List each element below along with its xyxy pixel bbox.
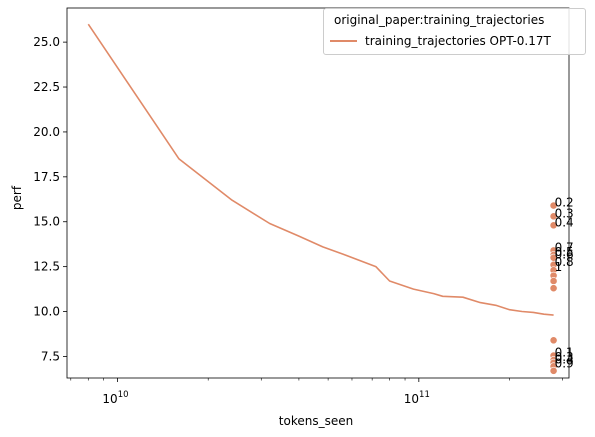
series-line [87,23,554,316]
scatter-point [549,284,558,293]
point-label: 1 [555,260,563,274]
scatter-point [549,201,558,210]
axes-frame [66,7,570,379]
y-tick-label: 7.5 [41,349,60,363]
legend-swatch [330,40,357,42]
x-tick-label: 1010 [102,390,128,406]
y-tick-label: 17.5 [33,170,60,184]
plot-background [67,8,569,378]
y-tick-label: 20.0 [33,125,60,139]
legend-title: original_paper:training_trajectories [334,13,545,27]
scatter-point [549,212,558,221]
plot-area [67,8,569,378]
x-tick-label: 1011 [404,390,430,406]
series-layer [87,23,554,316]
y-tick-label: 15.0 [33,215,60,229]
scatter-point [549,336,558,345]
legend: original_paper:training_trajectories tra… [323,8,586,55]
point-label: 0.9 [555,356,574,370]
x-axis-label: tokens_seen [279,414,353,428]
y-tick-label: 22.5 [33,80,60,94]
point-label: 0.4 [555,215,574,229]
scatter-point [549,277,558,285]
y-tick-label: 25.0 [33,35,60,49]
axes-layer: 7.5 10.0 12.5 15.0 17.5 20.0 22.5 25.0 1010 1011 [33,7,570,406]
y-axis-label: perf [10,185,24,210]
legend-entry: training_trajectories OPT-0.17T [330,34,551,48]
scatter-point [549,366,558,375]
scatter-point [549,221,558,230]
y-tick-label: 12.5 [33,260,60,274]
y-tick-label: 10.0 [33,305,60,319]
legend-entry-label: training_trajectories OPT-0.17T [365,34,551,48]
